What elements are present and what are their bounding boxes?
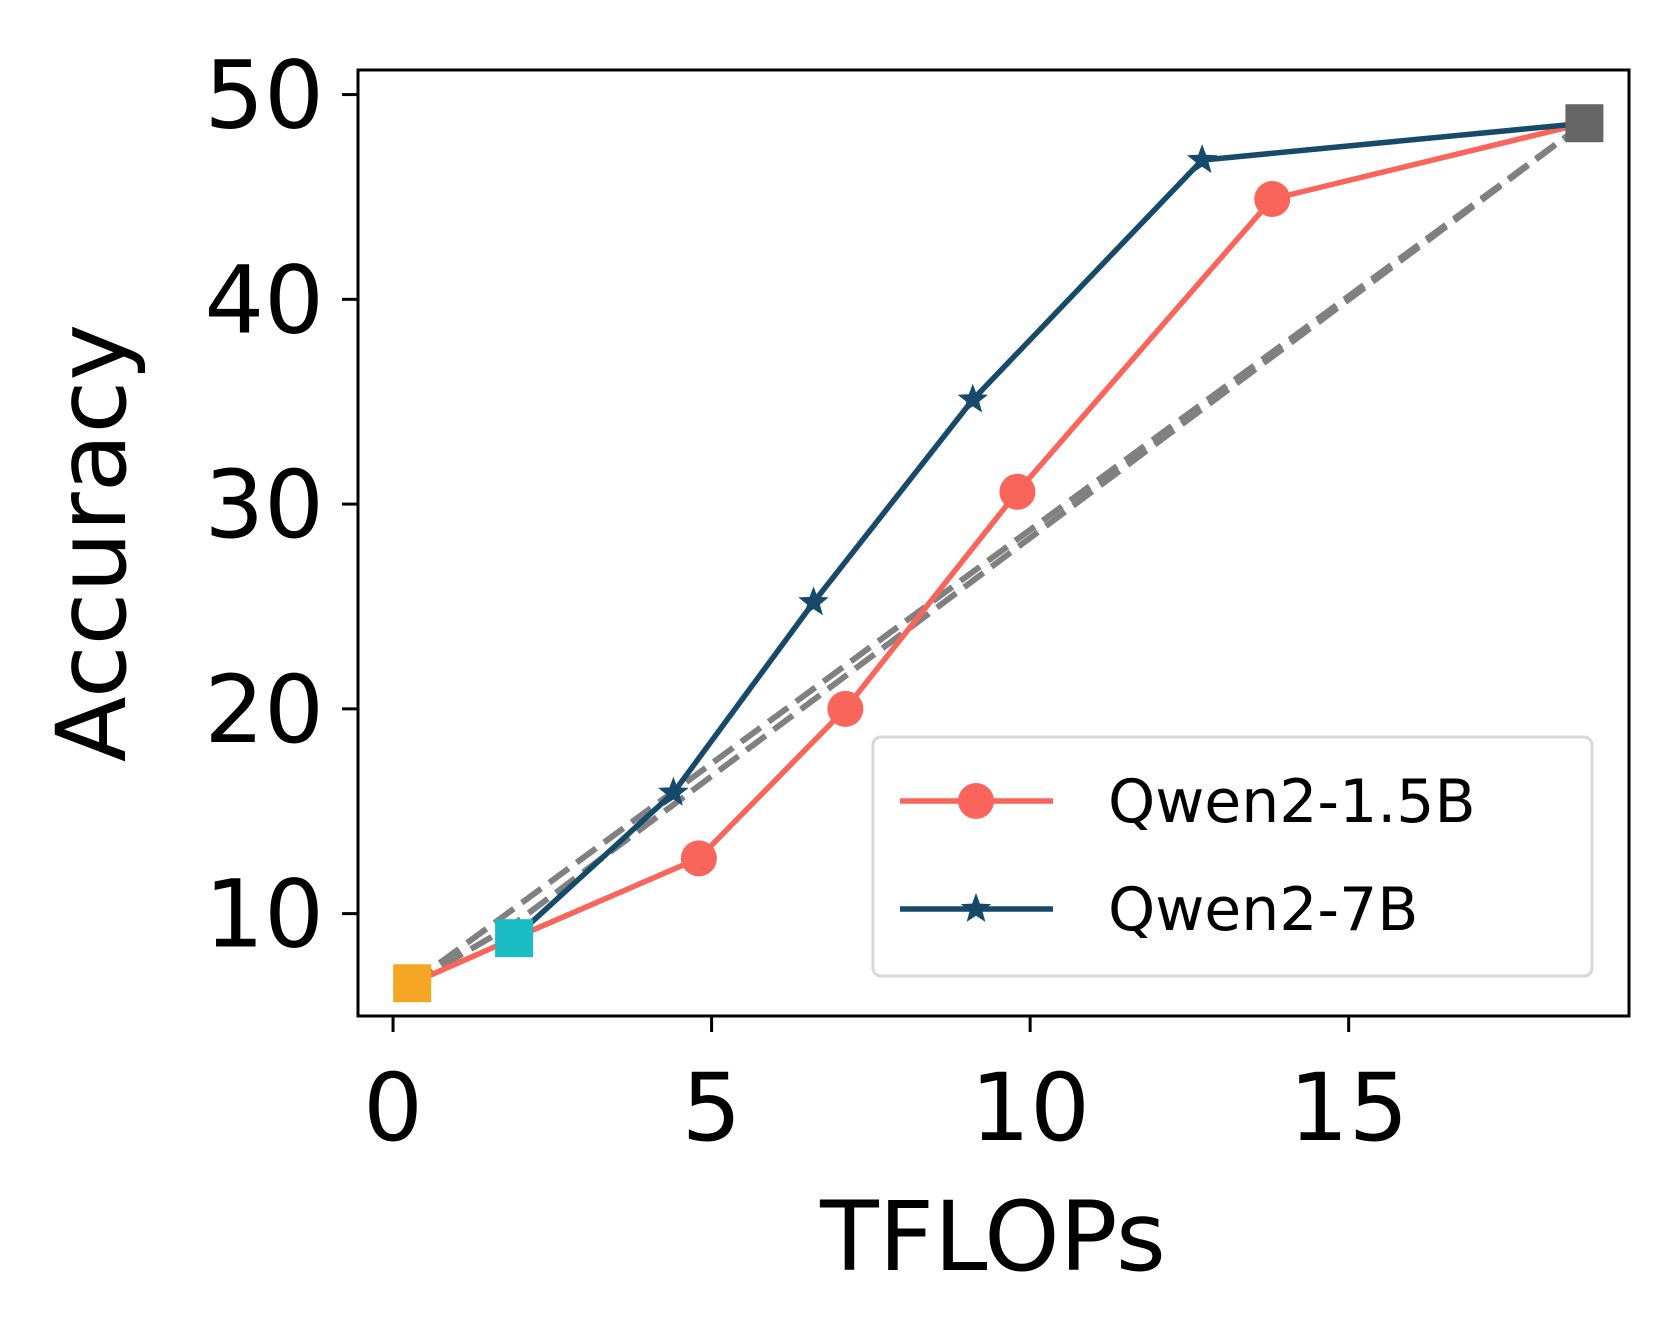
legend-marker <box>958 783 994 819</box>
data-point <box>999 473 1036 510</box>
legend-box <box>871 735 1594 978</box>
x-tick-label: 0 <box>363 1054 423 1163</box>
legend-marker <box>960 893 992 922</box>
y-tick-label: 50 <box>204 42 324 151</box>
x-tick-label: 10 <box>970 1054 1090 1163</box>
x-tick-label: 5 <box>682 1054 742 1163</box>
data-point <box>827 690 864 727</box>
y-tick-label: 10 <box>204 861 324 970</box>
plot-frame <box>356 68 1631 1018</box>
y-tick-label: 20 <box>204 656 324 765</box>
y-tick-label: 40 <box>204 246 324 355</box>
legend-entry: Qwen2-1.5B <box>900 767 1476 837</box>
reference-line-2 <box>410 120 1587 986</box>
data-point <box>957 383 988 413</box>
data-point <box>1186 144 1218 173</box>
endpoint-marker <box>393 964 432 1003</box>
data-point <box>658 776 689 806</box>
legend-entry: Qwen2-7B <box>900 875 1418 945</box>
y-tick-label: 30 <box>204 451 324 560</box>
endpoint-marker <box>1565 104 1604 143</box>
data-point <box>798 586 829 616</box>
data-point <box>1254 181 1291 217</box>
endpoint-marker <box>495 919 534 958</box>
series-line <box>512 120 1585 941</box>
data-point <box>680 840 717 877</box>
legend-label: Qwen2-1.5B <box>1108 767 1476 837</box>
y-axis-title: Accuracy <box>36 324 148 762</box>
x-axis-title: TFLOPs <box>819 1181 1166 1293</box>
legend-label: Qwen2-7B <box>1108 875 1418 945</box>
x-tick-label: 15 <box>1289 1054 1409 1163</box>
